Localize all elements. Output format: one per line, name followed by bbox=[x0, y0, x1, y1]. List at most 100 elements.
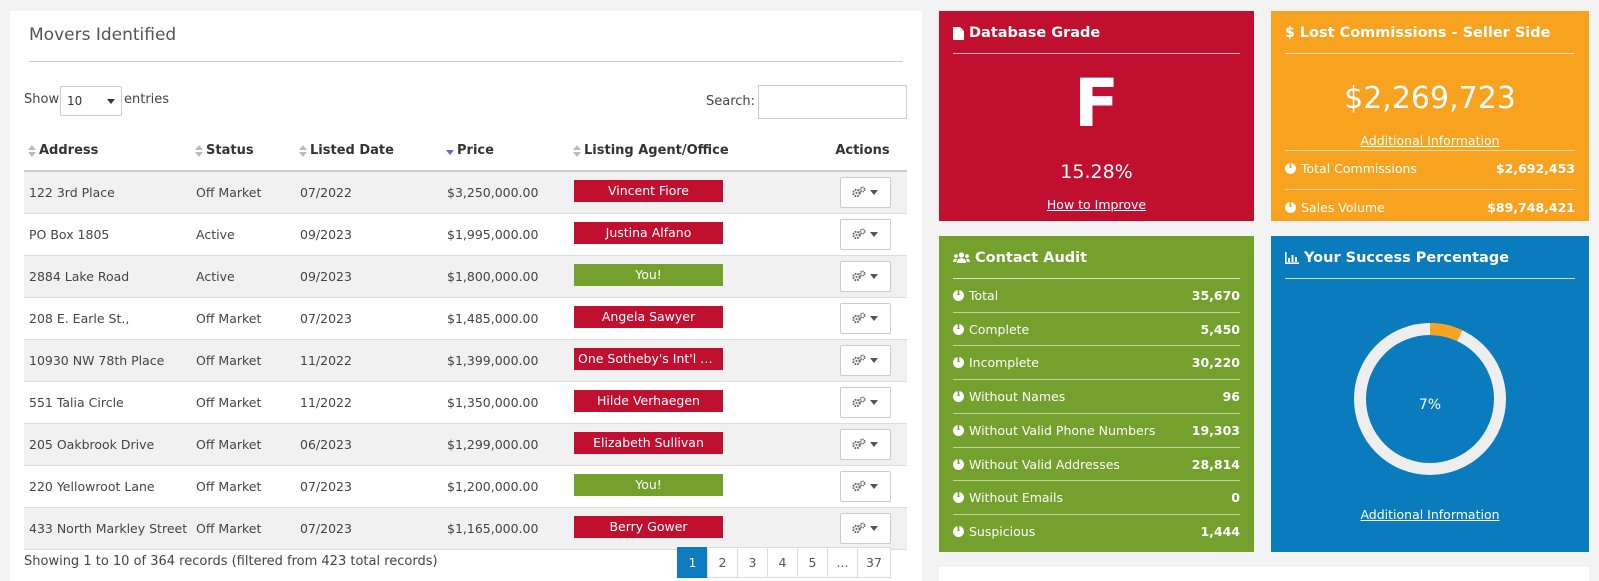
card-title: Contact Audit bbox=[975, 250, 1088, 266]
entries-select[interactable]: 10 bbox=[60, 86, 122, 116]
agent-badge[interactable]: Berry Gower bbox=[574, 515, 723, 538]
cell-listed-date: 09/2023 bbox=[295, 213, 442, 256]
cell-agent: One Sotheby's Int'l Re... bbox=[569, 339, 818, 382]
success-percent-label: 7% bbox=[1418, 397, 1442, 413]
cell-actions bbox=[818, 423, 907, 466]
pagination-page-3[interactable]: 3 bbox=[737, 547, 768, 578]
actions-dropdown-button[interactable] bbox=[839, 176, 891, 208]
actions-dropdown-button[interactable] bbox=[839, 512, 891, 544]
agent-badge[interactable]: Hilde Verhaegen bbox=[574, 389, 723, 412]
column-header-status[interactable]: Status bbox=[191, 131, 295, 172]
gears-icon bbox=[852, 186, 866, 198]
caret-down-icon bbox=[870, 399, 878, 405]
audit-row-value: 30,220 bbox=[1191, 355, 1240, 371]
actions-dropdown-button[interactable] bbox=[839, 428, 891, 460]
sort-desc-icon bbox=[446, 144, 454, 158]
how-to-improve-link[interactable]: How to Improve bbox=[1046, 197, 1147, 212]
agent-badge[interactable]: You! bbox=[574, 473, 723, 496]
cell-address: 205 Oakbrook Drive bbox=[24, 423, 191, 466]
info-icon bbox=[1285, 161, 1296, 174]
cell-listed-date: 11/2022 bbox=[295, 381, 442, 424]
row-divider bbox=[953, 311, 1240, 313]
movers-table: Address Status Listed Date Price Listing… bbox=[24, 131, 907, 550]
actions-dropdown-button[interactable] bbox=[839, 470, 891, 502]
card-title: Database Grade bbox=[969, 25, 1101, 41]
column-header-price[interactable]: Price bbox=[442, 131, 569, 172]
column-header-actions: Actions bbox=[818, 131, 907, 172]
audit-row-label: Without Emails bbox=[969, 490, 1064, 506]
card-divider bbox=[953, 53, 1240, 54]
pagination-page-1[interactable]: 1 bbox=[677, 547, 708, 578]
chevron-down-icon bbox=[107, 98, 115, 104]
audit-row-value: 28,814 bbox=[1191, 456, 1240, 472]
cell-address: 2884 Lake Road bbox=[24, 255, 191, 298]
cell-agent: Elizabeth Sullivan bbox=[569, 423, 818, 466]
agent-badge[interactable]: Justina Alfano bbox=[574, 221, 723, 244]
column-header-agent[interactable]: Listing Agent/Office bbox=[569, 131, 818, 172]
audit-row-value: 5,450 bbox=[1200, 321, 1240, 337]
actions-dropdown-button[interactable] bbox=[839, 344, 891, 376]
table-row: 205 Oakbrook Drive Off Market 06/2023 $1,29… bbox=[24, 423, 907, 466]
cell-address: 10930 NW 78th Place bbox=[24, 339, 191, 382]
pagination-page-5[interactable]: 5 bbox=[797, 547, 828, 578]
actions-dropdown-button[interactable] bbox=[839, 302, 891, 334]
caret-down-icon bbox=[870, 483, 878, 489]
cell-price: $1,995,000.00 bbox=[442, 213, 569, 256]
card-divider bbox=[1285, 53, 1575, 54]
panel-title: Movers Identified bbox=[29, 25, 177, 45]
gears-icon bbox=[852, 354, 866, 366]
bar-chart-icon bbox=[1285, 252, 1299, 264]
actions-dropdown-button[interactable] bbox=[839, 218, 891, 250]
cell-actions bbox=[818, 507, 907, 550]
agent-badge[interactable]: Vincent Fiore bbox=[574, 179, 723, 202]
audit-row-label: Complete bbox=[969, 321, 1030, 337]
cell-price: $1,350,000.00 bbox=[442, 381, 569, 424]
card-title: Lost Commissions - Seller Side bbox=[1299, 25, 1551, 41]
contact-audit-card: Contact Audit Total 35,670 Complete 5,450 In… bbox=[939, 236, 1254, 552]
cell-listed-date: 06/2023 bbox=[295, 423, 442, 466]
cell-status: Active bbox=[191, 255, 295, 298]
panel-divider bbox=[29, 61, 903, 62]
gears-icon bbox=[852, 228, 866, 240]
pagination-page-2[interactable]: 2 bbox=[707, 547, 738, 578]
grade-percent: 15.28% bbox=[1060, 161, 1133, 183]
column-header-address[interactable]: Address bbox=[24, 131, 191, 172]
lost-commissions-card: $ Lost Commissions - Seller Side $2,269,… bbox=[1271, 11, 1589, 221]
grade-letter: F bbox=[1073, 65, 1120, 142]
audit-row-value: 0 bbox=[1231, 490, 1240, 506]
cell-status: Off Market bbox=[191, 339, 295, 382]
cell-address: 551 Talia Circle bbox=[24, 381, 191, 424]
actions-dropdown-button[interactable] bbox=[839, 260, 891, 292]
search-input[interactable] bbox=[758, 85, 907, 119]
table-row: PO Box 1805 Active 09/2023 $1,995,000.00 Jus… bbox=[24, 213, 907, 256]
pagination: 1 2 3 4 5... 37 bbox=[677, 547, 891, 578]
agent-badge[interactable]: Elizabeth Sullivan bbox=[574, 431, 723, 454]
agent-badge[interactable]: Angela Sawyer bbox=[574, 305, 723, 328]
cell-agent: You! bbox=[569, 465, 818, 508]
audit-row: Suspicious 1,444 bbox=[953, 515, 1240, 548]
cell-price: $1,399,000.00 bbox=[442, 339, 569, 382]
agent-badge[interactable]: You! bbox=[574, 263, 723, 286]
cell-price: $1,299,000.00 bbox=[442, 423, 569, 466]
sort-icon bbox=[573, 144, 581, 158]
additional-information-link[interactable]: Additional Information bbox=[1360, 507, 1500, 522]
table-row: 220 Yellowroot Lane Off Market 07/2023 $1,2… bbox=[24, 465, 907, 508]
info-row-total-commissions: Total Commissions $2,692,453 bbox=[1285, 152, 1575, 184]
audit-row-label: Incomplete bbox=[969, 355, 1039, 371]
cell-address: 122 3rd Place bbox=[24, 171, 191, 214]
audit-row-value: 35,670 bbox=[1191, 288, 1240, 303]
info-icon bbox=[953, 490, 964, 504]
entries-label: entries bbox=[124, 92, 170, 107]
pagination-page-37[interactable]: 37 bbox=[857, 547, 891, 578]
gears-icon bbox=[852, 522, 866, 534]
pagination-page-4[interactable]: 4 bbox=[767, 547, 798, 578]
actions-dropdown-button[interactable] bbox=[839, 386, 891, 418]
card-title: Your Success Percentage bbox=[1304, 250, 1510, 266]
column-header-listed-date[interactable]: Listed Date bbox=[295, 131, 442, 172]
table-header-row: Address Status Listed Date Price Listing… bbox=[24, 131, 907, 172]
table-row: 10930 NW 78th Place Off Market 11/2022 $1,3… bbox=[24, 339, 907, 382]
additional-information-link[interactable]: Additional Information bbox=[1360, 133, 1500, 148]
cell-status: Off Market bbox=[191, 507, 295, 550]
agent-badge[interactable]: One Sotheby's Int'l Re... bbox=[574, 347, 723, 370]
cell-listed-date: 07/2023 bbox=[295, 507, 442, 550]
